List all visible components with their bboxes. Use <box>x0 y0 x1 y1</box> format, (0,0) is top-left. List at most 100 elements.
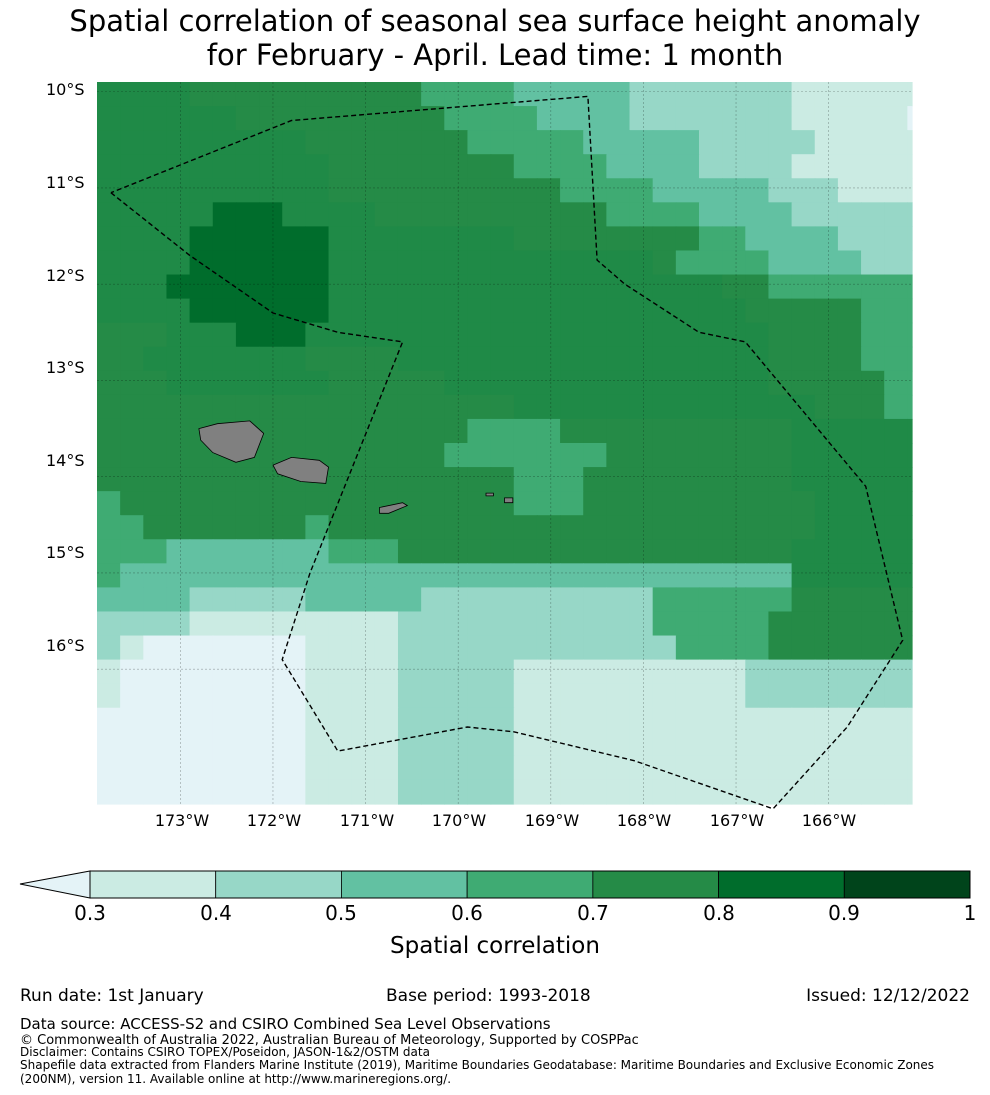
grid-cell <box>560 491 584 516</box>
grid-cell <box>861 130 885 155</box>
grid-cell <box>259 82 283 107</box>
map-gridlines <box>97 82 912 804</box>
grid-cell <box>444 755 469 781</box>
grid-cell <box>189 226 214 252</box>
grid-cell <box>837 515 862 540</box>
grid-cell <box>235 515 260 540</box>
grid-cell <box>513 226 538 252</box>
grid-cell <box>305 154 330 179</box>
grid-cell <box>861 178 885 203</box>
grid-cell <box>490 755 515 781</box>
grid-cell <box>143 491 168 516</box>
grid-cell <box>722 707 746 733</box>
grid-cell <box>212 563 237 588</box>
grid-cell <box>97 707 121 733</box>
grid-cell <box>698 178 723 203</box>
grid-cell <box>606 178 631 203</box>
grid-cell <box>467 563 492 588</box>
grid-cell <box>814 202 839 227</box>
grid-cell <box>629 82 654 107</box>
grid-cell <box>814 467 839 492</box>
grid-cell <box>351 130 376 155</box>
grid-cell <box>235 635 260 661</box>
grid-cell <box>97 418 121 444</box>
grid-cell <box>397 130 422 155</box>
grid-cell <box>583 274 607 300</box>
grid-cell <box>97 635 121 661</box>
grid-cell <box>675 298 700 324</box>
grid-cell <box>513 154 538 179</box>
grid-cell <box>884 274 908 300</box>
grid-cell <box>606 154 631 179</box>
grid-cell <box>722 635 746 661</box>
grid-cell <box>606 394 631 420</box>
grid-cell <box>467 322 492 348</box>
grid-cell <box>583 467 607 492</box>
grid-cell <box>235 563 260 588</box>
grid-cell <box>606 322 631 348</box>
grid-cell <box>791 106 816 131</box>
grid-cell <box>444 491 469 516</box>
grid-cell <box>652 394 677 420</box>
grid-cell <box>698 779 723 805</box>
grid-cell <box>374 731 399 757</box>
grid-cell <box>536 274 561 300</box>
grid-cell <box>235 467 260 492</box>
grid-cell <box>722 178 746 203</box>
grid-cell <box>837 611 862 637</box>
grid-cell <box>397 755 422 781</box>
grid-cell <box>698 226 723 252</box>
grid-cell <box>490 443 515 468</box>
grid-cell <box>791 202 816 227</box>
grid-cell <box>791 154 816 179</box>
grid-cell <box>629 154 654 179</box>
grid-cell <box>328 154 353 179</box>
grid-cell <box>259 659 283 685</box>
grid-cell <box>629 322 654 348</box>
grid-cell <box>768 154 793 179</box>
shapefile-line-1: Shapefile data extracted from Flanders M… <box>20 1058 935 1072</box>
grid-cell <box>745 370 770 396</box>
grid-cell <box>212 587 237 613</box>
grid-cell <box>166 635 191 661</box>
grid-cell <box>745 250 770 276</box>
grid-cell <box>583 563 607 588</box>
grid-cell <box>907 106 913 131</box>
grid-cell <box>328 779 353 805</box>
grid-cell <box>652 587 677 613</box>
grid-cell <box>675 154 700 179</box>
grid-cell <box>421 82 445 107</box>
grid-cell <box>536 611 561 637</box>
grid-cell <box>328 394 353 420</box>
grid-cell <box>374 539 399 564</box>
grid-cell <box>606 250 631 276</box>
grid-cell <box>143 106 168 131</box>
grid-cell <box>583 635 607 661</box>
grid-cell <box>97 250 121 276</box>
grid-cell <box>814 274 839 300</box>
grid-cell <box>698 611 723 637</box>
grid-cell <box>606 635 631 661</box>
grid-cell <box>513 635 538 661</box>
grid-cell <box>560 178 584 203</box>
colorbar-extend-triangle <box>19 870 91 899</box>
grid-cell <box>629 611 654 637</box>
grid-cell <box>837 370 862 396</box>
grid-cell <box>490 635 515 661</box>
grid-cell <box>814 659 839 685</box>
grid-cell <box>698 106 723 131</box>
grid-cell <box>629 563 654 588</box>
grid-cell <box>837 418 862 444</box>
grid-cell <box>351 683 376 709</box>
grid-cell <box>235 394 260 420</box>
grid-cell <box>235 659 260 685</box>
grid-cell <box>328 683 353 709</box>
grid-cell <box>814 82 839 107</box>
grid-cell <box>745 394 770 420</box>
grid-cell <box>513 731 538 757</box>
grid-cell <box>328 130 353 155</box>
lon-label-170w: 170°W <box>431 811 487 830</box>
grid-cell <box>652 491 677 516</box>
grid-cell <box>745 659 770 685</box>
grid-cell <box>768 731 793 757</box>
